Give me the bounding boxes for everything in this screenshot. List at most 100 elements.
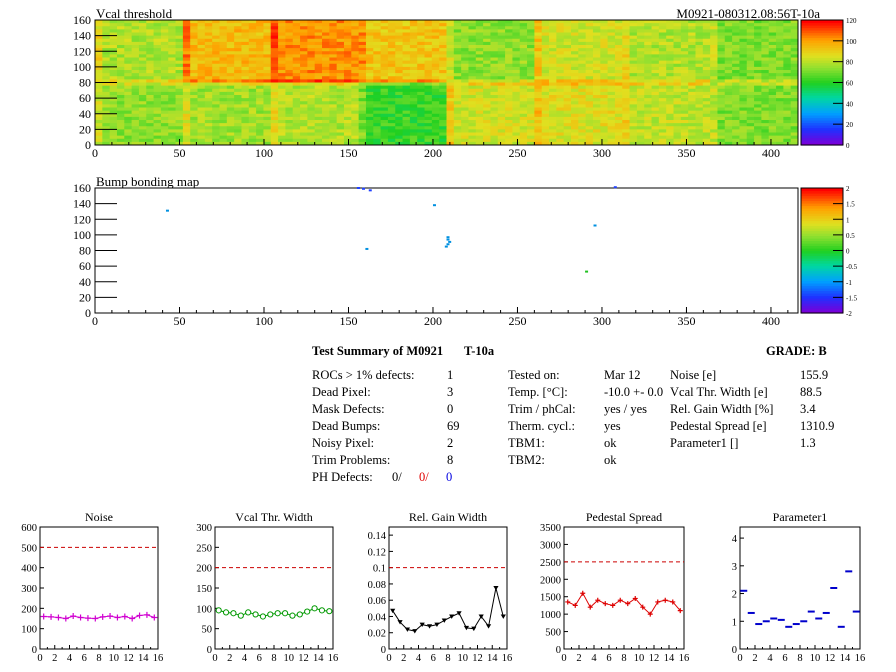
vcal-cell — [314, 116, 323, 121]
vcal-cell — [256, 23, 264, 27]
vcal-cell — [219, 48, 228, 52]
vcal-cell — [607, 138, 616, 143]
vcal-cell — [417, 23, 425, 27]
vcal-cell — [395, 54, 403, 58]
y-tick-label: 4 — [732, 534, 738, 545]
vcal-cell — [168, 141, 176, 146]
vcal-cell — [343, 110, 352, 115]
vcal-cell — [688, 110, 696, 115]
data-point — [640, 604, 646, 610]
vcal-cell — [395, 123, 403, 127]
vcal-cell — [468, 54, 477, 58]
vcal-cell — [182, 26, 191, 30]
vcal-cell — [380, 76, 389, 80]
vcal-cell — [204, 73, 213, 77]
vcal-cell — [234, 98, 242, 102]
vcal-cell — [607, 41, 616, 46]
vcal-cell — [490, 45, 499, 49]
vcal-cell — [578, 51, 587, 55]
vcal-cell — [746, 141, 755, 146]
vcal-cell — [505, 141, 513, 146]
vcal-cell — [614, 132, 623, 137]
vcal-cell — [461, 48, 469, 52]
vcal-cell — [592, 135, 601, 140]
vcal-cell — [512, 70, 521, 74]
vcal-cell — [307, 79, 316, 83]
vcal-cell — [278, 98, 286, 102]
x-tick-label: 4 — [591, 653, 597, 664]
vcal-cell — [182, 138, 191, 143]
vcal-cell — [197, 107, 206, 112]
vcal-cell — [439, 29, 447, 33]
vcal-cell — [739, 113, 748, 118]
vcal-cell — [146, 54, 154, 58]
vcal-cell — [351, 126, 360, 130]
vcal-cell — [512, 20, 521, 24]
vcal-cell — [248, 38, 257, 43]
vcal-cell — [292, 85, 301, 90]
vcal-cell — [666, 123, 674, 127]
vcal-cell — [776, 132, 784, 137]
vcal-cell — [138, 120, 147, 124]
vcal-cell — [512, 132, 521, 137]
vcal-cell — [300, 138, 308, 143]
vcal-cell — [102, 138, 111, 143]
vcal-cell — [710, 141, 718, 146]
vcal-cell — [380, 116, 389, 121]
vcal-cell — [578, 26, 587, 30]
vcal-cell — [314, 141, 323, 146]
vcal-cell — [556, 120, 565, 124]
vcal-cell — [160, 138, 169, 143]
x-tick-label: 50 — [173, 146, 185, 160]
vcal-cell — [409, 60, 418, 65]
vcal-cell — [453, 113, 462, 118]
vcal-cell — [534, 66, 543, 71]
vcal-cell — [732, 82, 740, 87]
vcal-cell — [197, 70, 206, 74]
vcal-cell — [490, 91, 499, 96]
vcal-cell — [336, 70, 345, 74]
vcal-cell — [673, 110, 682, 115]
vcal-cell — [680, 88, 689, 93]
vcal-cell — [644, 141, 652, 146]
vcal-cell — [607, 29, 616, 33]
chart-frame — [214, 526, 334, 650]
vcal-cell — [453, 98, 462, 102]
vcal-cell — [592, 54, 601, 58]
vcal-cell — [776, 48, 784, 52]
vcal-cell — [263, 29, 272, 33]
vcal-cell — [175, 101, 184, 105]
vcal-cell — [197, 126, 206, 130]
vcal-cell — [666, 60, 674, 65]
vcal-cell — [351, 45, 360, 49]
vcal-cell — [263, 95, 272, 99]
vcal-cell — [570, 32, 579, 37]
vcal-cell — [658, 85, 667, 90]
series-line — [43, 614, 155, 620]
vcal-cell — [204, 54, 213, 58]
vcal-cell — [351, 70, 360, 74]
vcal-cell — [527, 141, 535, 146]
vcal-cell — [226, 60, 235, 65]
vcal-cell — [343, 63, 352, 68]
vcal-cell — [541, 54, 550, 58]
vcal-cell — [680, 104, 689, 108]
vcal-cell — [600, 29, 608, 33]
vcal-cell — [666, 107, 674, 112]
vcal-cell — [138, 101, 147, 105]
vcal-cell — [461, 88, 469, 93]
vcal-cell — [190, 60, 198, 65]
data-point — [304, 608, 311, 615]
vcal-cell — [746, 45, 755, 49]
vcal-cell — [732, 85, 740, 90]
vcal-cell — [131, 70, 140, 74]
vcal-cell — [300, 116, 308, 121]
vcal-cell — [329, 79, 338, 83]
vcal-cell — [204, 70, 213, 74]
vcal-cell — [754, 113, 762, 118]
vcal-cell — [160, 135, 169, 140]
vcal-cell — [446, 23, 455, 27]
vcal-cell — [724, 38, 733, 43]
vcal-cell — [505, 101, 513, 105]
vcal-cell — [739, 48, 748, 52]
